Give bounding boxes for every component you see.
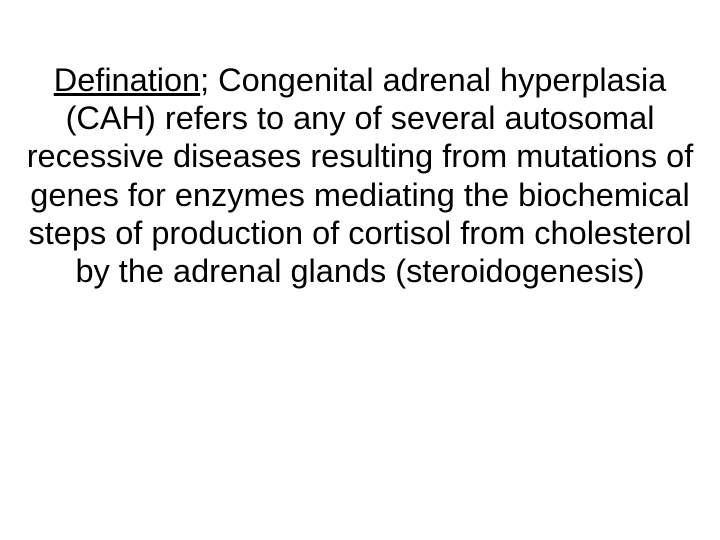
slide-container: Defination; Congenital adrenal hyperplas…: [0, 0, 720, 540]
definition-lead-word: Defination: [54, 62, 200, 98]
definition-paragraph: Defination; Congenital adrenal hyperplas…: [20, 61, 700, 291]
